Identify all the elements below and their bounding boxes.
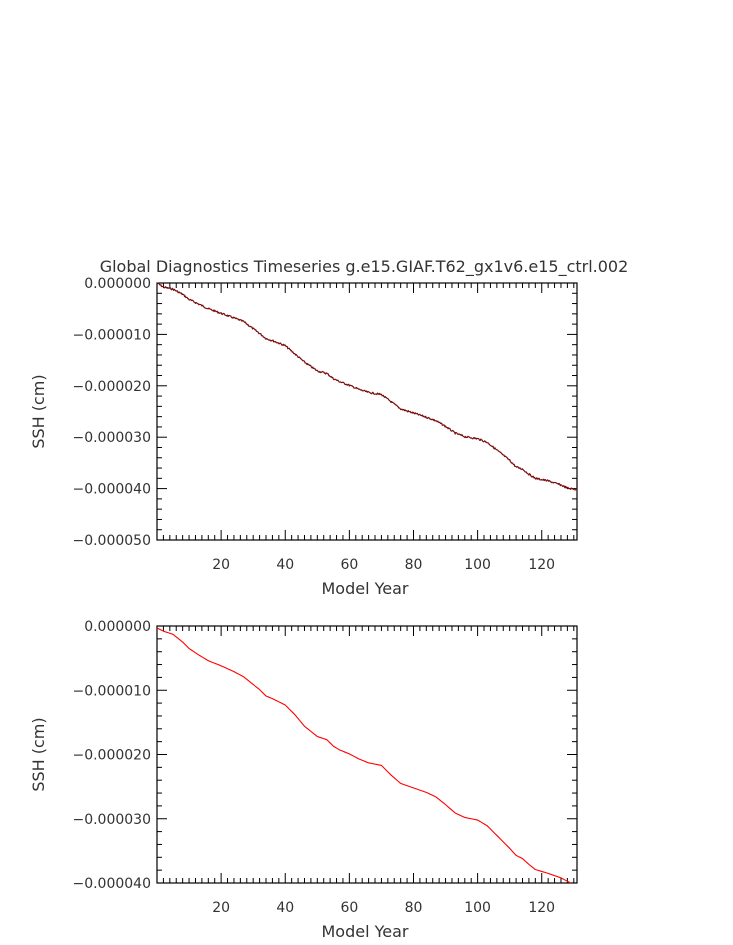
chart-2-x-axis-title: Model Year	[322, 922, 409, 941]
chart-2-x-tick-label: 120	[528, 900, 555, 916]
chart-2-x-tick-label: 60	[340, 900, 358, 916]
chart-2-y-tick-label: −0.000030	[72, 812, 151, 828]
chart-1-y-tick-label: −0.000010	[72, 327, 151, 343]
chart-2: 20 40 60 80 100 120 0.000000 −0.000010 −0.000020…	[29, 619, 578, 941]
chart-1-x-tick-label: 80	[405, 557, 423, 573]
chart-1-title: Global Diagnostics Timeseries g.e15.GIAF…	[100, 257, 629, 277]
chart-2-x-tick-label: 40	[276, 900, 294, 916]
chart-2-y-tick-label: −0.000020	[72, 748, 151, 764]
chart-1-y-tick-label: −0.000030	[72, 430, 151, 446]
chart-2-y-tick-label: 0.000000	[84, 619, 151, 635]
chart-2-series-line	[156, 627, 571, 884]
chart-1-x-axis-title: Model Year	[322, 579, 409, 598]
chart-1-y-tick-label: −0.000020	[72, 379, 151, 395]
chart-2-x-tick-label: 100	[464, 900, 491, 916]
chart-1-y-axis-title: SSH (cm)	[29, 374, 48, 448]
chart-1-y-tick-label: −0.000040	[72, 482, 151, 498]
chart-1: 20 40 60 80 100 120 0.000000 −0.000010 −0.000020…	[29, 276, 578, 598]
chart-1-y-tick-label: −0.000050	[72, 533, 151, 549]
chart-2-x-tick-label: 80	[405, 900, 423, 916]
chart-2-x-tick-label: 20	[212, 900, 230, 916]
chart-2-y-tick-label: −0.000010	[72, 683, 151, 699]
chart-1-x-tick-label: 100	[464, 557, 491, 573]
chart-1-x-tick-label: 20	[212, 557, 230, 573]
chart-1-frame	[156, 282, 578, 541]
chart-1-x-tick-label: 40	[276, 557, 294, 573]
chart-2-frame	[156, 625, 578, 884]
chart-1-series-line	[156, 282, 578, 491]
chart-1-x-tick-label: 60	[340, 557, 358, 573]
chart-2-y-tick-label: −0.000040	[72, 876, 151, 892]
chart-1-y-tick-label: 0.000000	[84, 276, 151, 292]
chart-2-y-axis-title: SSH (cm)	[29, 717, 48, 791]
chart-1-x-tick-label: 120	[528, 557, 555, 573]
